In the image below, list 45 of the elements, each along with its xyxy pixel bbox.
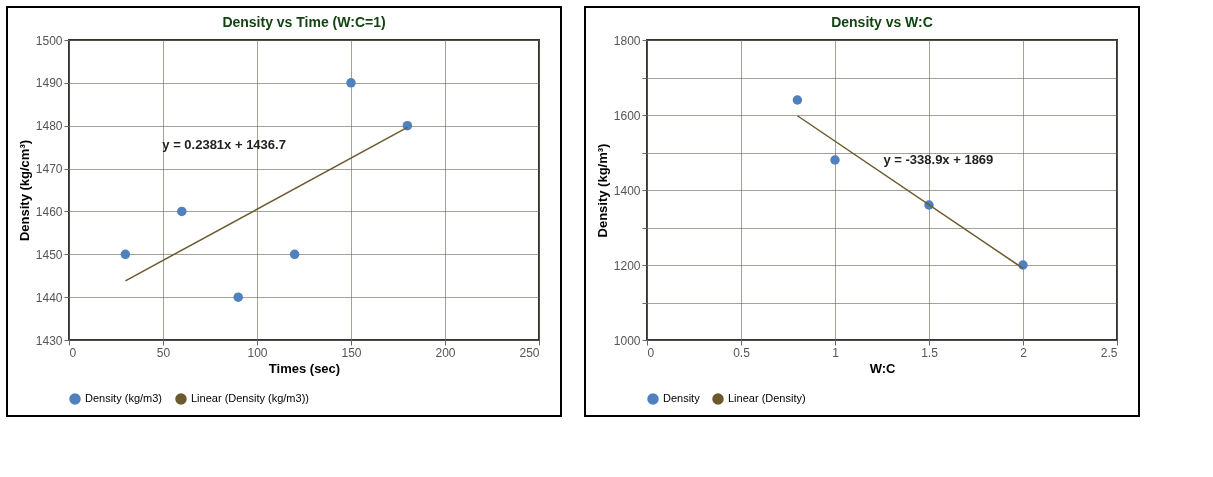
annotation: y = -338.9x + 1869 xyxy=(883,152,994,167)
x-tick-label: 250 xyxy=(519,345,540,360)
x-tick-label: 1.5 xyxy=(921,345,939,360)
y-tick-label: 1500 xyxy=(35,33,63,48)
legend-label: Density (kg/m3) xyxy=(85,392,163,404)
y-tick-label: 1400 xyxy=(613,183,641,198)
point xyxy=(120,249,131,260)
chart-title: Density vs Time (W:C=1) xyxy=(222,14,386,30)
point xyxy=(233,292,243,302)
legend-label: Linear (Density (kg/m3)) xyxy=(191,392,309,404)
x-tick-label: 200 xyxy=(435,345,456,360)
y-tick-label: 1470 xyxy=(35,162,63,177)
x-tick-label: 1 xyxy=(832,345,840,360)
annotation: y = 0.2381x + 1436.7 xyxy=(162,137,286,152)
x-tick-label: 0.5 xyxy=(733,345,751,360)
y-axis-title: Density (kg/cm³) xyxy=(16,139,32,242)
x-axis-title: Times (sec) xyxy=(268,360,341,376)
x-tick-label: 0 xyxy=(647,345,655,360)
y-tick-label: 1460 xyxy=(35,204,63,219)
y-tick-label: 1600 xyxy=(613,108,641,123)
legend-label: Density xyxy=(663,392,701,404)
chart-title: Density vs W:C xyxy=(831,14,933,30)
point xyxy=(402,120,413,131)
y-tick-label: 1800 xyxy=(613,33,641,48)
y-tick-label: 1200 xyxy=(613,258,641,273)
y-tick-label: 1480 xyxy=(35,119,63,134)
x-tick-label: 50 xyxy=(156,345,171,360)
y-tick-label: 1490 xyxy=(35,76,63,91)
legend-label: Linear (Density) xyxy=(728,392,806,404)
y-tick-label: 1000 xyxy=(613,333,641,348)
x-tick-label: 2 xyxy=(1020,345,1028,360)
point xyxy=(289,249,300,260)
x-tick-label: 2.5 xyxy=(1100,345,1118,360)
x-tick-label: 0 xyxy=(69,345,77,360)
point xyxy=(177,206,187,217)
x-tick-label: 150 xyxy=(341,345,362,360)
y-tick-label: 1450 xyxy=(35,247,63,262)
point xyxy=(830,155,840,165)
y-tick-label: 1430 xyxy=(35,333,63,348)
x-axis-title: W:C xyxy=(869,360,896,376)
point xyxy=(792,95,803,105)
x-tick-label: 100 xyxy=(247,345,268,360)
y-axis-title: Density (kg/m³) xyxy=(594,143,610,238)
point xyxy=(346,78,356,88)
y-tick-label: 1440 xyxy=(35,290,63,305)
